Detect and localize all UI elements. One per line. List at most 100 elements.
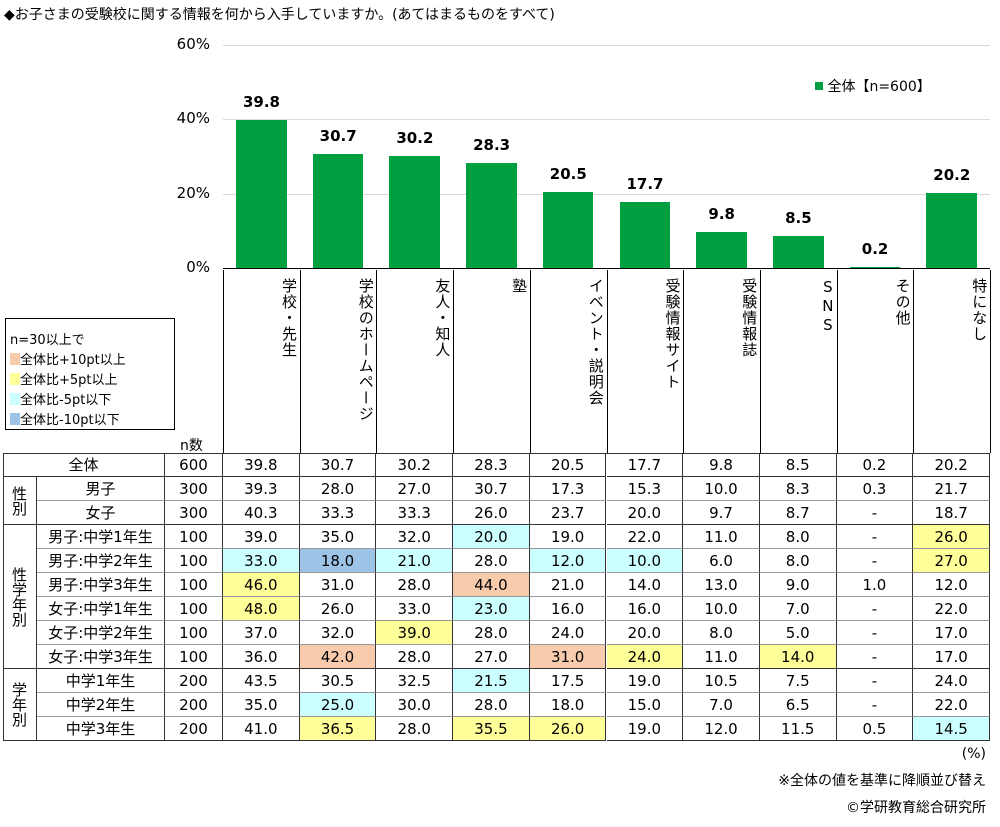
table-cell: 17.7 (606, 453, 684, 477)
legend-item-label: 全体比-5pt以下 (20, 393, 112, 408)
table-cell: 28.0 (453, 549, 530, 573)
table-cell: - (836, 549, 914, 573)
bar-value-label: 20.5 (549, 164, 587, 183)
bar-value-label: 0.2 (861, 240, 889, 259)
table-cell: 13.0 (683, 573, 760, 597)
highlight-legend-item: 全体比+5pt以上 (10, 371, 174, 391)
table-cell: 27.0 (453, 645, 530, 669)
table-cell: 14.0 (606, 573, 684, 597)
header-divider (453, 270, 455, 453)
row-label: 男子:中学1年生 (37, 525, 165, 549)
row-label: 全体 (3, 453, 165, 477)
highlight-legend-item: 全体比-10pt以下 (10, 411, 174, 431)
table-cell: 28.0 (299, 477, 377, 501)
bar-value-label: 8.5 (785, 209, 812, 228)
bar (696, 231, 747, 268)
table-cell: 27.0 (376, 477, 454, 501)
table-cell: 16.0 (606, 597, 684, 621)
row-label: 中学2年生 (37, 693, 165, 717)
table-cell: 28.0 (376, 573, 454, 597)
bar (312, 153, 364, 268)
table-cell: 40.3 (223, 501, 300, 525)
table-cell: - (836, 501, 914, 525)
n-count: 100 (165, 621, 223, 645)
n-count: 100 (165, 645, 223, 669)
table-cell: 43.5 (223, 669, 300, 693)
table-cell: 35.0 (299, 525, 377, 549)
table-cell: 32.0 (376, 525, 454, 549)
n-count: 100 (165, 549, 223, 573)
table-cell: 17.3 (529, 477, 607, 501)
table-cell: - (836, 597, 914, 621)
header-divider (376, 270, 378, 453)
bar-value-label: 9.8 (708, 204, 735, 223)
table-cell: 12.0 (683, 717, 760, 741)
table-cell: 33.0 (223, 549, 300, 573)
table-cell: 0.3 (836, 477, 914, 501)
table-cell: 30.2 (376, 453, 454, 477)
gridline (223, 45, 990, 46)
row-group-label: 性学年別 (3, 525, 37, 669)
legend-item-label: 全体比+10pt以上 (20, 353, 126, 368)
row-group-label: 学年別 (3, 669, 37, 741)
table-cell: 12.0 (529, 549, 607, 573)
bar-value-label: 20.2 (933, 165, 971, 184)
header-divider (223, 270, 224, 453)
table-cell: 28.0 (453, 621, 530, 645)
header-divider (759, 270, 761, 453)
chart-title: ◆お子さまの受験校に関する情報を何から入手していますか。(あてはまるものをすべて… (4, 7, 555, 23)
y-tick-label: 20% (176, 183, 210, 202)
table-cell: 32.5 (376, 669, 454, 693)
header-divider (836, 270, 838, 453)
category-label: 受験情報誌 (740, 278, 759, 358)
table-cell: 21.5 (453, 669, 530, 693)
bar (542, 191, 594, 268)
table-cell: 26.0 (529, 717, 607, 741)
table-cell: 20.2 (913, 453, 990, 477)
legend-swatch (10, 373, 20, 385)
bar (772, 236, 824, 268)
table-cell: 10.0 (683, 597, 760, 621)
table-cell: 24.0 (606, 645, 684, 669)
row-label: 男子 (37, 477, 165, 501)
table-cell: 15.0 (606, 693, 684, 717)
table-cell: 11.0 (683, 645, 760, 669)
table-cell: 33.0 (376, 597, 454, 621)
unit-label: (%) (961, 746, 986, 762)
table-cell: 8.7 (759, 501, 837, 525)
category-label: その他 (893, 278, 912, 326)
gridline (223, 193, 990, 195)
n-count: 200 (165, 693, 223, 717)
n-count: 300 (165, 477, 223, 501)
table-cell: 14.5 (913, 717, 990, 741)
legend-swatch (10, 413, 20, 425)
table-cell: 21.0 (529, 573, 607, 597)
table-cell: 17.0 (913, 645, 990, 669)
table-cell: 17.5 (529, 669, 607, 693)
category-label: 友人・知人 (433, 278, 452, 358)
table-cell: - (836, 669, 914, 693)
header-divider (913, 270, 915, 453)
n-count: 100 (165, 597, 223, 621)
header-divider (529, 270, 531, 453)
table-cell: 24.0 (913, 669, 990, 693)
table-cell: 6.5 (759, 693, 837, 717)
table-cell: 7.5 (759, 669, 837, 693)
table-cell: 22.0 (606, 525, 684, 549)
table-cell: 17.0 (913, 621, 990, 645)
n-count: 300 (165, 501, 223, 525)
bar-value-label: 30.7 (319, 126, 357, 145)
table-cell: 22.0 (913, 693, 990, 717)
n-count: 100 (165, 573, 223, 597)
table-cell: 8.0 (759, 525, 837, 549)
y-tick-label: 40% (176, 109, 210, 128)
header-divider (299, 270, 301, 453)
table-cell: 48.0 (223, 597, 300, 621)
highlight-legend: n=30以上で 全体比+10pt以上 全体比+5pt以上 全体比-5pt以下 全体比-… (5, 318, 175, 430)
legend-swatch (10, 393, 20, 405)
n-count: 200 (165, 669, 223, 693)
table-cell: 6.0 (683, 549, 760, 573)
table-cell: 0.2 (836, 453, 914, 477)
axis-line (223, 268, 990, 269)
table-cell: 8.0 (759, 549, 837, 573)
